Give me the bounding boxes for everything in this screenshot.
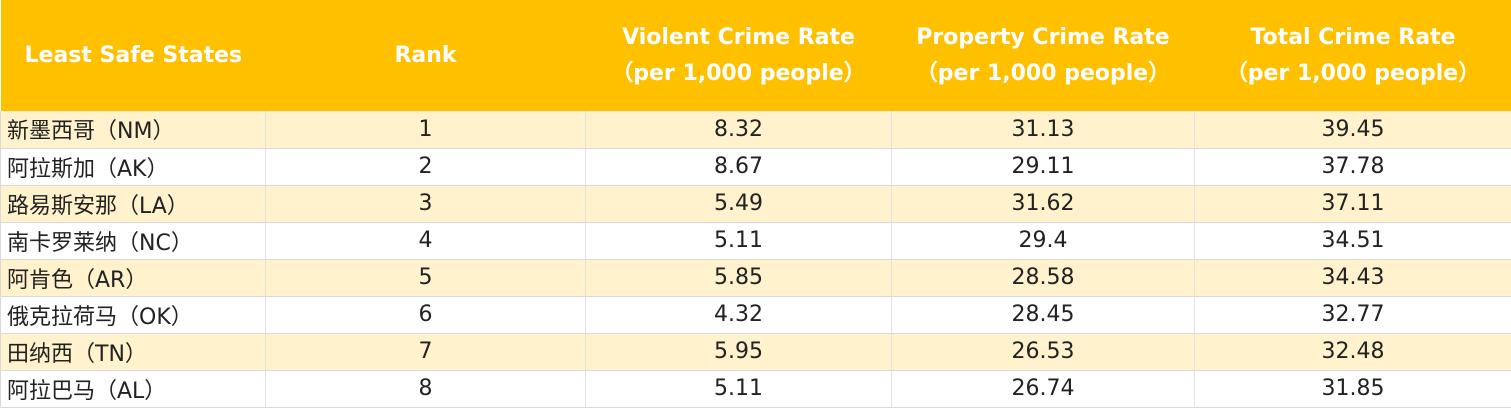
cell-rank[interactable]: 1 xyxy=(265,111,586,149)
cell-violent-rate[interactable]: 4.32 xyxy=(585,296,892,334)
header-total-title: Total Crime Rate xyxy=(1250,24,1456,50)
cell-total-rate[interactable]: 31.85 xyxy=(1194,370,1511,408)
header-least-safe-states[interactable]: Least Safe States xyxy=(0,0,266,111)
cell-violent-rate[interactable]: 5.11 xyxy=(585,370,892,408)
cell-property-rate[interactable]: 29.4 xyxy=(891,222,1195,260)
table-row: 田纳西（TN） 7 5.95 26.53 32.48 xyxy=(0,333,1511,371)
cell-rank[interactable]: 3 xyxy=(265,185,586,223)
cell-state[interactable]: 南卡罗莱纳（NC） xyxy=(0,222,266,260)
header-property-unit: （per 1,000 people） xyxy=(915,60,1171,86)
table-row: 新墨西哥（NM） 1 8.32 31.13 39.45 xyxy=(0,111,1511,149)
header-rank[interactable]: Rank xyxy=(265,0,586,111)
cell-total-rate[interactable]: 37.78 xyxy=(1194,148,1511,186)
header-total-unit: （per 1,000 people） xyxy=(1225,60,1481,86)
header-property-crime-rate[interactable]: Property Crime Rate （per 1,000 people） xyxy=(891,0,1195,111)
cell-total-rate[interactable]: 34.43 xyxy=(1194,259,1511,297)
cell-violent-rate[interactable]: 8.67 xyxy=(585,148,892,186)
header-violent-unit: （per 1,000 people） xyxy=(611,60,866,86)
cell-violent-rate[interactable]: 5.85 xyxy=(585,259,892,297)
cell-state[interactable]: 新墨西哥（NM） xyxy=(0,111,266,149)
header-row: Least Safe States Rank Violent Crime Rat… xyxy=(0,0,1511,111)
table-row: 阿拉斯加（AK） 2 8.67 29.11 37.78 xyxy=(0,148,1511,186)
cell-rank[interactable]: 6 xyxy=(265,296,586,334)
cell-property-rate[interactable]: 29.11 xyxy=(891,148,1195,186)
cell-state[interactable]: 路易斯安那（LA） xyxy=(0,185,266,223)
cell-total-rate[interactable]: 32.77 xyxy=(1194,296,1511,334)
table-row: 阿拉巴马（AL） 8 5.11 26.74 31.85 xyxy=(0,370,1511,408)
cell-state[interactable]: 阿肯色（AR） xyxy=(0,259,266,297)
cell-state[interactable]: 俄克拉荷马（OK） xyxy=(0,296,266,334)
cell-violent-rate[interactable]: 5.95 xyxy=(585,333,892,371)
cell-state[interactable]: 田纳西（TN） xyxy=(0,333,266,371)
cell-total-rate[interactable]: 39.45 xyxy=(1194,111,1511,149)
cell-rank[interactable]: 2 xyxy=(265,148,586,186)
cell-rank[interactable]: 7 xyxy=(265,333,586,371)
cell-property-rate[interactable]: 31.62 xyxy=(891,185,1195,223)
header-property-title: Property Crime Rate xyxy=(916,24,1170,50)
table-row: 南卡罗莱纳（NC） 4 5.11 29.4 34.51 xyxy=(0,222,1511,260)
cell-total-rate[interactable]: 34.51 xyxy=(1194,222,1511,260)
header-violent-title: Violent Crime Rate xyxy=(622,24,855,50)
cell-total-rate[interactable]: 37.11 xyxy=(1194,185,1511,223)
cell-rank[interactable]: 5 xyxy=(265,259,586,297)
header-total-crime-rate[interactable]: Total Crime Rate （per 1,000 people） xyxy=(1194,0,1511,111)
table-row: 俄克拉荷马（OK） 6 4.32 28.45 32.77 xyxy=(0,296,1511,334)
cell-violent-rate[interactable]: 5.49 xyxy=(585,185,892,223)
cell-property-rate[interactable]: 28.58 xyxy=(891,259,1195,297)
cell-violent-rate[interactable]: 5.11 xyxy=(585,222,892,260)
cell-state[interactable]: 阿拉巴马（AL） xyxy=(0,370,266,408)
header-violent-crime-rate[interactable]: Violent Crime Rate （per 1,000 people） xyxy=(585,0,892,111)
cell-property-rate[interactable]: 28.45 xyxy=(891,296,1195,334)
cell-property-rate[interactable]: 26.74 xyxy=(891,370,1195,408)
cell-state[interactable]: 阿拉斯加（AK） xyxy=(0,148,266,186)
table-row: 路易斯安那（LA） 3 5.49 31.62 37.11 xyxy=(0,185,1511,223)
cell-violent-rate[interactable]: 8.32 xyxy=(585,111,892,149)
cell-rank[interactable]: 8 xyxy=(265,370,586,408)
cell-total-rate[interactable]: 32.48 xyxy=(1194,333,1511,371)
table-row: 阿肯色（AR） 5 5.85 28.58 34.43 xyxy=(0,259,1511,297)
cell-property-rate[interactable]: 31.13 xyxy=(891,111,1195,149)
cell-property-rate[interactable]: 26.53 xyxy=(891,333,1195,371)
cell-rank[interactable]: 4 xyxy=(265,222,586,260)
